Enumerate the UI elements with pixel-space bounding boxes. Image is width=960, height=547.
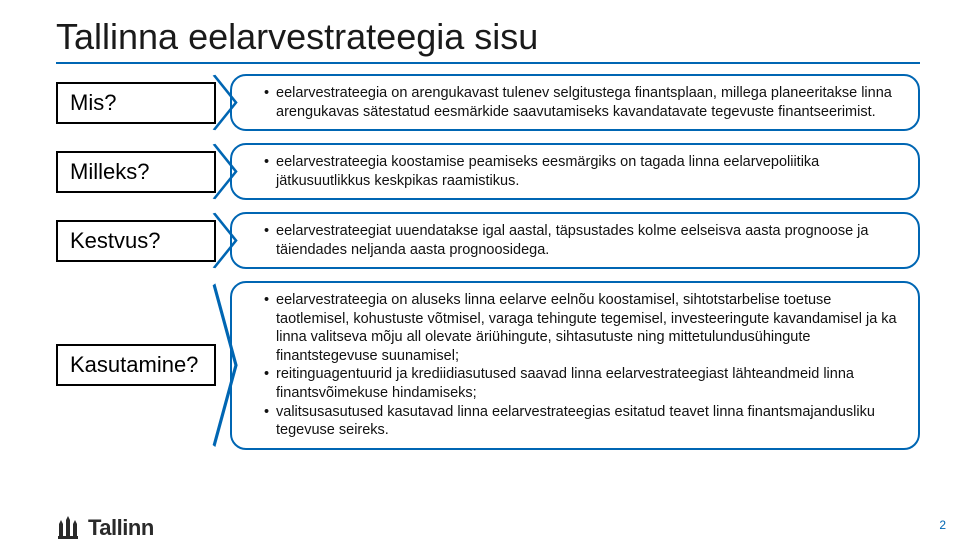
- description-box: eelarvestrateegia on aluseks linna eelar…: [230, 281, 920, 449]
- row: Milleks? eelarvestrateegia koostamise pe…: [56, 143, 920, 200]
- label-wrap: Kestvus?: [56, 212, 236, 269]
- question-label: Milleks?: [56, 151, 216, 193]
- label-wrap: Mis?: [56, 74, 236, 131]
- page-number: 2: [939, 518, 946, 532]
- logo: Tallinn: [56, 514, 154, 542]
- label-wrap: Milleks?: [56, 143, 236, 200]
- question-label: Kasutamine?: [56, 344, 216, 386]
- description-bullet: eelarvestrateegia on arengukavast tulene…: [264, 84, 902, 121]
- rows-container: Mis? eelarvestrateegia on arengukavast t…: [56, 74, 920, 450]
- label-wrap: Kasutamine?: [56, 281, 236, 449]
- row: Mis? eelarvestrateegia on arengukavast t…: [56, 74, 920, 131]
- description-bullet: eelarvestrateegiat uuendatakse igal aast…: [264, 222, 902, 259]
- description-bullet: eelarvestrateegia on aluseks linna eelar…: [264, 291, 902, 365]
- row: Kestvus? eelarvestrateegiat uuendatakse …: [56, 212, 920, 269]
- row: Kasutamine? eelarvestrateegia on aluseks…: [56, 281, 920, 449]
- description-box: eelarvestrateegia koostamise peamiseks e…: [230, 143, 920, 200]
- question-label: Mis?: [56, 82, 216, 124]
- description-bullet: eelarvestrateegia koostamise peamiseks e…: [264, 153, 902, 190]
- question-label: Kestvus?: [56, 220, 216, 262]
- chevron-right-icon: [212, 281, 240, 449]
- description-box: eelarvestrateegiat uuendatakse igal aast…: [230, 212, 920, 269]
- chevron-right-icon: [212, 143, 240, 200]
- tallinn-logo-icon: [56, 514, 80, 542]
- description-bullet: valitsusasutused kasutavad linna eelarve…: [264, 403, 902, 440]
- logo-text: Tallinn: [88, 515, 154, 541]
- slide: Tallinna eelarvestrateegia sisu Mis? eel…: [0, 0, 960, 540]
- description-bullet: reitinguagentuurid ja krediidiasutused s…: [264, 365, 902, 402]
- chevron-right-icon: [212, 212, 240, 269]
- slide-title: Tallinna eelarvestrateegia sisu: [56, 16, 920, 64]
- description-box: eelarvestrateegia on arengukavast tulene…: [230, 74, 920, 131]
- chevron-right-icon: [212, 74, 240, 131]
